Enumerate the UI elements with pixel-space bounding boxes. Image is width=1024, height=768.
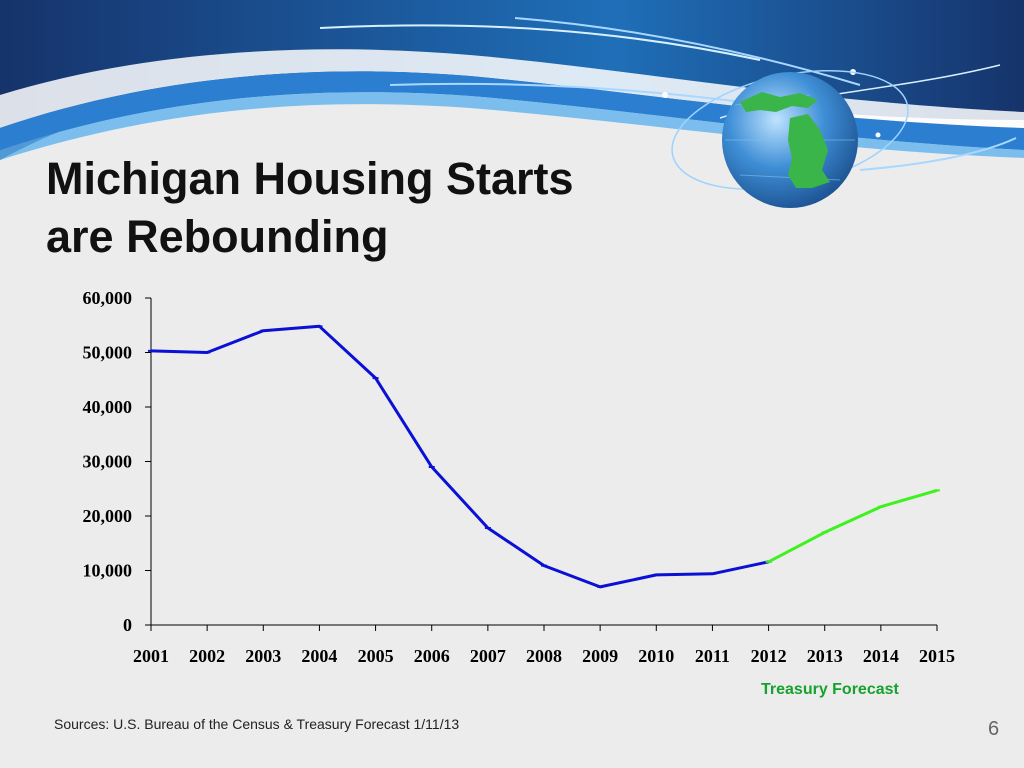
y-tick-label: 20,000 (83, 506, 133, 526)
x-tick-label: 2001 (133, 646, 169, 666)
x-tick-label: 2009 (582, 646, 618, 666)
forecast-label: Treasury Forecast (761, 681, 899, 698)
sources-note: Sources: U.S. Bureau of the Census & Tre… (54, 716, 460, 732)
slide-title: Michigan Housing Starts are Rebounding (46, 150, 574, 266)
x-tick-label: 2003 (245, 646, 281, 666)
slide-title-line1: Michigan Housing Starts (46, 153, 574, 204)
michigan-map-icon (740, 92, 830, 188)
y-tick-label: 10,000 (83, 561, 133, 581)
x-tick-label: 2004 (301, 646, 337, 666)
x-tick-label: 2010 (638, 646, 674, 666)
x-tick-label: 2011 (695, 646, 730, 666)
y-tick-label: 40,000 (83, 397, 133, 417)
x-tick-label: 2015 (919, 646, 955, 666)
page-number: 6 (988, 718, 1000, 740)
y-tick-label: 60,000 (83, 288, 133, 308)
x-tick-label: 2005 (358, 646, 394, 666)
actual-series-line (150, 324, 769, 589)
x-tick-label: 2012 (751, 646, 787, 666)
x-tick-label: 2014 (863, 646, 899, 666)
housing-starts-chart: 0 10,000 20,000 30,000 40,000 50,000 60,000 200… (83, 288, 956, 666)
y-tick-label: 0 (123, 615, 132, 635)
header-banner (0, 0, 1024, 208)
x-tick-label: 2002 (189, 646, 225, 666)
x-tick-label: 2007 (470, 646, 506, 666)
x-tick-label: 2006 (414, 646, 450, 666)
y-tick-label: 50,000 (83, 343, 133, 363)
forecast-series-line (767, 488, 938, 564)
x-tick-label: 2008 (526, 646, 562, 666)
x-tick-label: 2013 (807, 646, 843, 666)
slide-title-line2: are Rebounding (46, 211, 389, 262)
y-tick-label: 30,000 (83, 452, 133, 472)
